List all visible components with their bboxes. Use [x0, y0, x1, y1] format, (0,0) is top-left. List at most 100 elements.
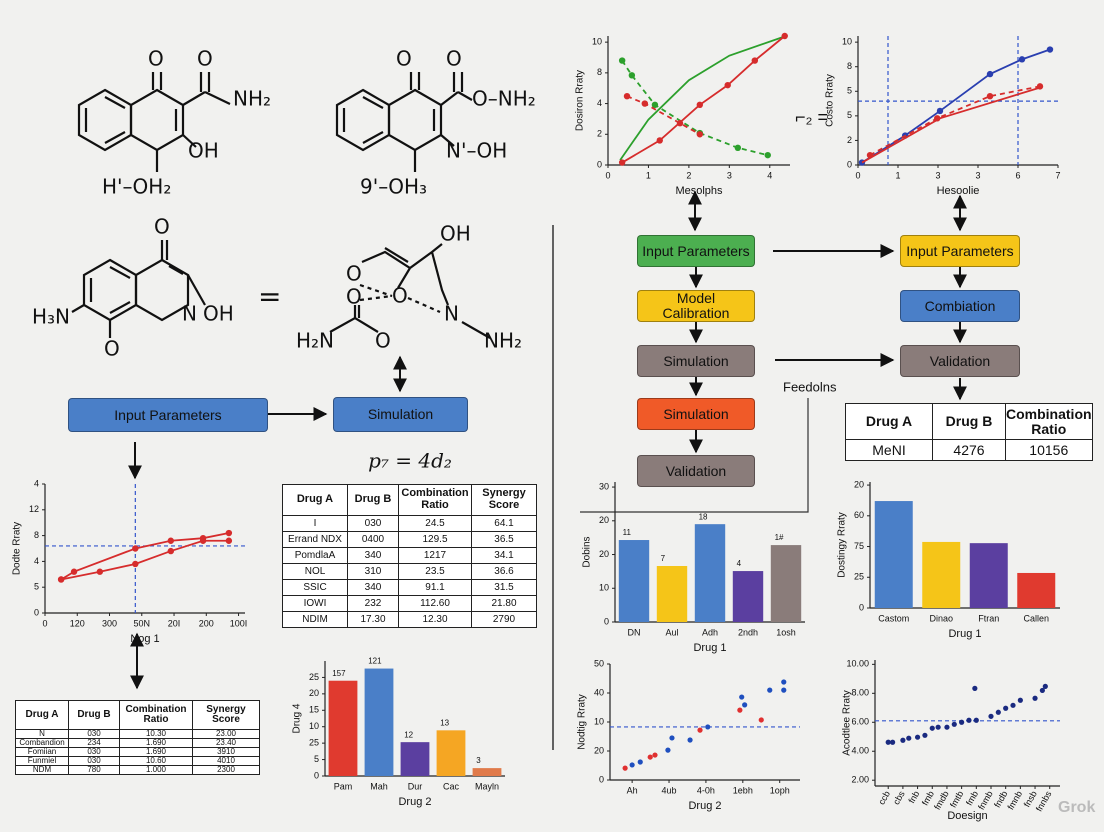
- table-row: MeNI 4276 10156: [845, 439, 1093, 461]
- table-cell: Errand NDX: [282, 531, 348, 548]
- point: [1032, 695, 1038, 701]
- atom-label: OH: [188, 139, 219, 163]
- x-tick-label: 50N: [134, 618, 151, 628]
- y-tick-label: 0: [847, 159, 852, 169]
- x-tick-label: 6: [1015, 170, 1020, 180]
- x-tick-label: Mah: [370, 781, 388, 791]
- point: [781, 679, 787, 685]
- point: [618, 159, 626, 166]
- table-cell: 030: [347, 515, 399, 532]
- x-tick-label: Castom: [878, 613, 909, 623]
- point: [57, 576, 65, 583]
- x-tick-label: Cac: [443, 781, 460, 791]
- y-tick-label: 40: [594, 687, 604, 697]
- table-cell: 36.5: [471, 531, 537, 548]
- y-tick-label: 25: [309, 738, 319, 748]
- x-tick-label: 0: [855, 170, 860, 180]
- connectors: [128, 190, 967, 750]
- table-row: SSIC 340 91.1 31.5: [282, 579, 537, 596]
- table-cell: 2300: [192, 765, 260, 775]
- x-tick-label: Callen: [1023, 613, 1049, 623]
- table-cell: 340: [347, 547, 399, 564]
- molecule: O O NH₂ OH H'–OH₂: [77, 47, 271, 199]
- table-row: NDM 780 1.000 2300: [15, 765, 260, 775]
- flow-box: Input Parameters: [900, 235, 1020, 267]
- y-tick-label: 20: [594, 745, 604, 755]
- x-tick-label: 4: [767, 170, 772, 180]
- atom-label: NH₂: [484, 329, 522, 353]
- bar: [1017, 572, 1056, 608]
- point: [995, 709, 1001, 715]
- atom-label: N: [444, 302, 459, 326]
- y-tick-label: 5: [847, 110, 852, 120]
- chart: 0 2 4 8 10 0 1 2 3 4 Mesolphs Dosiron Rraty: [575, 32, 790, 197]
- y-tick-label: 5: [847, 86, 852, 96]
- point: [737, 707, 743, 713]
- y-tick-label: 2: [597, 129, 602, 139]
- point: [866, 151, 874, 159]
- x-axis-label: Drug 1: [948, 628, 981, 640]
- y-tick-label: 2: [847, 135, 852, 145]
- y-tick-label: 50: [594, 658, 604, 668]
- point: [656, 137, 663, 144]
- point: [651, 101, 659, 109]
- bar-annotation: 4: [737, 559, 742, 568]
- point: [781, 687, 787, 693]
- x-tick-label: 2: [686, 170, 691, 180]
- point: [687, 737, 693, 743]
- table-cell: PomdlaA: [282, 547, 348, 564]
- atom-label: O: [104, 337, 120, 361]
- chart: 0 5 25 10 15 20 25 Pam 157 Mah 121 Dur 12 Cac 13 Mayln 3…: [292, 657, 505, 808]
- y-tick-label: 0: [599, 774, 604, 784]
- y-tick-label: 20: [309, 688, 319, 698]
- bar-annotation: 1#: [775, 533, 784, 542]
- point: [936, 107, 944, 115]
- flow-box: Validation: [900, 345, 1020, 377]
- y-tick-label: 4: [597, 98, 602, 108]
- point: [929, 725, 935, 731]
- x-tick-label: 2ndh: [738, 627, 758, 637]
- point: [890, 739, 896, 745]
- table-cell: MeNI: [845, 439, 933, 461]
- point: [966, 717, 972, 723]
- watermark: Grok: [1058, 799, 1095, 816]
- atom-label: O: [396, 47, 412, 71]
- atom-label: N'–OH: [446, 139, 507, 163]
- molecule: O H₃N N OH O: [32, 215, 234, 361]
- table-cell: 64.1: [471, 515, 537, 532]
- point: [167, 537, 175, 544]
- table-header: Drug A: [845, 403, 933, 440]
- annotation: ⌐₂ =: [795, 107, 828, 127]
- y-tick-label: 8.00: [851, 688, 869, 698]
- flow-box: Model Calibration: [637, 290, 755, 322]
- bar: [969, 543, 1008, 608]
- bar: [922, 541, 961, 608]
- bar-annotation: 11: [623, 528, 632, 537]
- point: [647, 754, 653, 760]
- table-cell: 780: [68, 765, 120, 775]
- atom-label: O: [446, 47, 462, 71]
- atom-label: O: [197, 47, 213, 71]
- point: [628, 72, 636, 79]
- y-tick-label: 10: [594, 716, 604, 726]
- atom-label: H'–OH₂: [102, 175, 171, 199]
- y-tick-label: 10: [309, 721, 319, 731]
- chart: 0 5 4 8 12 4 0 120 300 50N 20I 200 100I Nog 1 Dodte Rr…: [12, 478, 248, 645]
- point: [742, 702, 748, 708]
- series-line: [626, 95, 701, 136]
- point: [622, 765, 628, 771]
- bar-annotation: 13: [440, 718, 449, 727]
- point: [669, 735, 675, 741]
- y-tick-label: 2.00: [851, 775, 869, 785]
- x-tick-label: 20I: [168, 618, 181, 628]
- table-cell: 129.5: [398, 531, 472, 548]
- y-tick-label: 5: [314, 754, 319, 764]
- chart: 0 25 75 60 20 Castom Dinao Ftran Callen Drug 1 Dos…: [837, 479, 1060, 640]
- table-row: Errand NDX 0400 129.5 36.5: [282, 531, 537, 548]
- bar-annotation: 7: [661, 554, 666, 563]
- point: [1018, 56, 1026, 63]
- point: [764, 151, 771, 159]
- x-axis-label: Drug 1: [693, 642, 726, 654]
- point: [665, 747, 671, 753]
